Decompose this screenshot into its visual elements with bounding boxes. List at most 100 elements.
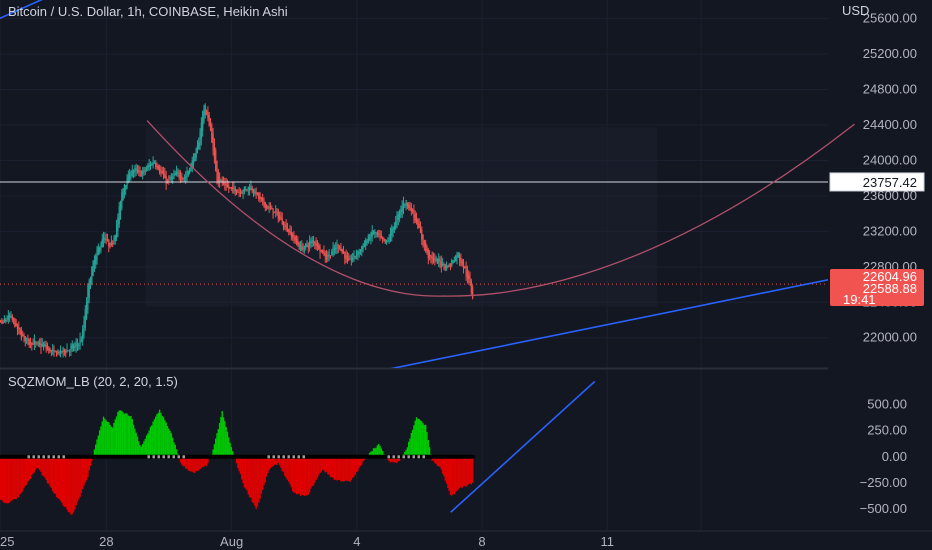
candle-42 — [41, 338, 43, 348]
candle-body — [219, 176, 221, 184]
momentum-bar-100 — [117, 412, 119, 457]
candle-body — [267, 206, 269, 210]
momentum-bar-194 — [239, 456, 242, 475]
candle-body — [298, 242, 300, 250]
momentum-bar-60 — [65, 456, 67, 507]
candle-body — [239, 192, 242, 194]
candle-body — [241, 192, 243, 194]
candle-174 — [213, 138, 216, 164]
candle-body — [183, 177, 186, 179]
momentum-bar-115 — [136, 436, 139, 457]
momentum-bar-106 — [125, 413, 127, 457]
candle-body — [22, 334, 24, 336]
squeeze-dot-90 — [437, 455, 440, 459]
momentum-bar-338 — [427, 440, 429, 457]
candle-body — [305, 243, 307, 248]
time-axis[interactable]: 25 28 Aug 4 8 11 — [0, 534, 614, 549]
candle-body — [333, 248, 335, 251]
momentum-bar-310 — [391, 456, 393, 462]
candle-127 — [152, 156, 154, 169]
momentum-bar-186 — [229, 442, 231, 457]
candle-body — [443, 263, 445, 265]
candle-body — [110, 241, 112, 245]
momentum-bar-133 — [160, 412, 162, 457]
squeeze-dot-36 — [167, 455, 170, 459]
candle-body — [397, 214, 399, 220]
candle-body — [292, 234, 294, 238]
candle-body — [444, 264, 446, 269]
price-tick-label-6: 23200.00 — [863, 223, 917, 238]
candle-body — [286, 226, 289, 232]
momentum-bar-25 — [19, 456, 21, 495]
candle-11 — [1, 317, 3, 325]
symbol-title[interactable]: Bitcoin / U.S. Dollar, 1h, COINBASE, Hei… — [8, 4, 288, 19]
candle-113 — [134, 165, 136, 178]
momentum-bar-232 — [289, 456, 291, 485]
price-axis[interactable]: 25600.00 25200.00 24800.00 24400.00 24000.00… — [860, 11, 917, 516]
candle-336 — [425, 239, 427, 253]
candle-368 — [466, 265, 469, 284]
momentum-bar-37 — [35, 456, 37, 470]
momentum-bar-119 — [141, 444, 144, 457]
squeeze-dot-68 — [327, 455, 330, 459]
squeeze-dot-39 — [182, 455, 185, 459]
candle-body — [281, 218, 283, 224]
candle-body — [220, 179, 222, 181]
shaded-rectangle — [145, 126, 658, 307]
candle-12 — [2, 319, 4, 325]
candle-228 — [284, 221, 286, 230]
candle-244 — [305, 243, 307, 251]
momentum-bar-98 — [114, 419, 116, 457]
candle-body — [272, 208, 274, 216]
candle-body — [249, 188, 251, 192]
candle-body — [177, 171, 179, 174]
candle-255 — [319, 244, 321, 259]
momentum-bar-238 — [297, 456, 299, 494]
candle-body — [235, 189, 238, 194]
momentum-bar-85 — [97, 435, 100, 457]
momentum-bar-311 — [392, 456, 394, 463]
candle-body — [302, 248, 304, 250]
momentum-bar-241 — [301, 456, 303, 495]
candle-body — [348, 258, 350, 261]
candle-body — [288, 229, 290, 232]
candle-body — [315, 242, 317, 246]
momentum-bar-224 — [278, 456, 281, 466]
candle-body — [382, 236, 384, 239]
candle-body — [117, 217, 119, 232]
candle-body — [350, 258, 352, 261]
candle-body — [195, 149, 197, 158]
candle-body — [224, 182, 226, 185]
indicator-title[interactable]: SQZMOM_LB (20, 2, 20, 1.5) — [8, 374, 178, 389]
candle-body — [251, 188, 253, 192]
candle-310 — [391, 224, 393, 242]
squeeze-dot-50 — [237, 455, 240, 459]
momentum-bar-149 — [181, 456, 183, 465]
candle-body — [318, 245, 320, 249]
candle-body — [225, 183, 227, 187]
squeeze-dot-13 — [52, 455, 55, 459]
candle-338 — [427, 247, 429, 265]
candle-body — [132, 170, 135, 173]
momentum-bar-26 — [20, 456, 23, 493]
time-tick-label-3: 4 — [353, 534, 360, 549]
candle-body — [238, 192, 240, 194]
candle-body — [204, 106, 206, 116]
candle-191 — [235, 189, 238, 196]
momentum-bar-308 — [388, 456, 390, 462]
candle-body — [396, 215, 398, 225]
candle-184 — [226, 179, 229, 188]
candle-38 — [36, 341, 38, 346]
candle-30 — [26, 337, 28, 344]
candle-158 — [192, 153, 195, 169]
candle-29 — [24, 335, 26, 347]
momentum-bar-143 — [173, 442, 175, 457]
momentum-bar-179 — [220, 417, 222, 457]
candle-body — [414, 214, 416, 221]
candle-body — [186, 172, 188, 178]
squeeze-dot-6 — [17, 455, 20, 459]
candle-body — [472, 286, 474, 299]
candle-331 — [418, 218, 420, 229]
candle-294 — [370, 231, 372, 245]
